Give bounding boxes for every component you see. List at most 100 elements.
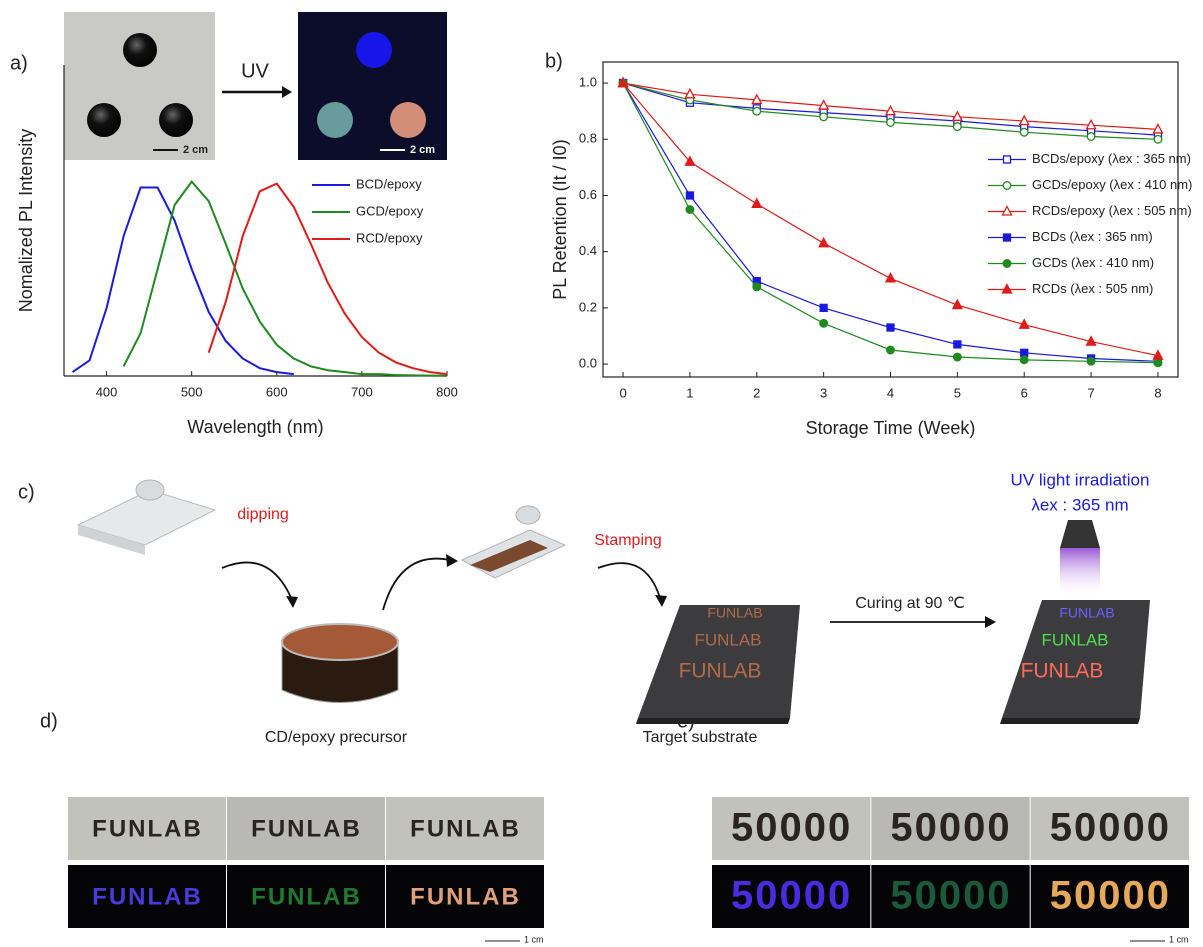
arrow [383, 559, 450, 610]
marker [954, 341, 961, 348]
x-tick-label: 3 [820, 385, 827, 400]
stamp-inked [462, 506, 565, 578]
x-tick-label: 5 [954, 385, 961, 400]
step-label: Curing at 90 ℃ [855, 595, 965, 612]
y-tick-label: 0.0 [579, 356, 597, 371]
marker [686, 192, 693, 199]
marker [1003, 182, 1011, 190]
scale-label: 2 cm [183, 144, 208, 156]
y-tick-label: 0.4 [579, 243, 597, 258]
x-tick-label: 800 [436, 384, 458, 399]
marker [1021, 349, 1028, 356]
marker [686, 206, 694, 214]
photo-text: 50000 [731, 874, 852, 918]
legend-label: BCD/epoxy [356, 176, 422, 191]
x-tick-label: 500 [181, 384, 203, 399]
uv-title: UV light irradiation [1011, 470, 1150, 489]
scale-label: 1 cm [1169, 934, 1189, 944]
marker [1020, 356, 1028, 364]
uv-wavelength: λex : 365 nm [1031, 495, 1128, 514]
marker [1154, 359, 1162, 367]
uv-lamp [1060, 520, 1100, 548]
dish [282, 624, 398, 703]
sample [123, 33, 157, 67]
marker [1087, 133, 1095, 141]
uv-light [1060, 548, 1100, 598]
y-tick-label: 1.0 [579, 75, 597, 90]
x-tick-label: 4 [887, 385, 894, 400]
stamped-text: FUNLAB [694, 630, 761, 649]
legend-label: BCDs (λex : 365 nm) [1032, 229, 1153, 244]
panel-label: d) [40, 710, 58, 732]
photo-strips: FUNLAB FUNLAB FUNLAB FUNLAB FUNLAB FUNLAB 1 cm… [68, 797, 1189, 944]
photo-text: FUNLAB [410, 883, 521, 910]
marker [752, 199, 761, 208]
photo-text: FUNLAB [251, 883, 362, 910]
arrow-head [286, 596, 298, 608]
arrow-head [655, 595, 667, 607]
legend-label: BCDs/epoxy (λex : 365 nm) [1032, 151, 1191, 166]
emitting-text: FUNLAB [1021, 660, 1104, 683]
x-axis-label: Wavelength (nm) [187, 417, 323, 437]
step-label: dipping [237, 506, 289, 523]
marker [1004, 156, 1011, 163]
scale-label: 1 cm [524, 934, 544, 944]
caption: CD/epoxy precursor [265, 729, 408, 746]
photo-text: 50000 [890, 806, 1011, 850]
marker [1020, 128, 1028, 136]
marker [820, 113, 828, 121]
marker [1087, 357, 1095, 365]
legend-label: GCD/epoxy [356, 203, 424, 218]
marker [887, 119, 895, 127]
y-tick-label: 0.2 [579, 299, 597, 314]
photo-text: 50000 [890, 874, 1011, 918]
marker [886, 273, 895, 282]
step-label: Stamping [594, 532, 662, 549]
caption: Target substrate [643, 729, 758, 746]
panel-label: a) [10, 52, 28, 74]
panel-label: b) [545, 50, 563, 72]
legend-label: GCDs (λex : 410 nm) [1032, 255, 1154, 270]
y-axis-label: PL Retention (It / I0) [550, 139, 570, 299]
arrow-label: UV [241, 60, 269, 82]
panel-label: c) [18, 481, 35, 503]
arrow-head [282, 86, 292, 98]
stamped-text: FUNLAB [679, 660, 762, 683]
marker [753, 107, 761, 115]
figure: a) b) c) d) e) 2 cm UV 2 cm dipping CD/e… [0, 0, 1203, 947]
x-tick-label: 8 [1154, 385, 1161, 400]
x-tick-label: 0 [619, 385, 626, 400]
marker [954, 353, 962, 361]
marker [1154, 135, 1162, 143]
photo-text: FUNLAB [92, 815, 203, 842]
photo-text: 50000 [1050, 806, 1171, 850]
emitting-text: FUNLAB [1041, 630, 1108, 649]
photo-text: FUNLAB [251, 815, 362, 842]
marker [887, 324, 894, 331]
stamped-text: FUNLAB [707, 605, 762, 621]
marker [753, 283, 761, 291]
marker [1004, 234, 1011, 241]
y-tick-label: 0.8 [579, 131, 597, 146]
scale-label: 2 cm [410, 144, 435, 156]
marker [1003, 207, 1012, 216]
legend-label: RCDs/epoxy (λex : 505 nm) [1032, 203, 1192, 218]
legend-label: GCDs/epoxy (λex : 410 nm) [1032, 177, 1192, 192]
series-line [73, 188, 294, 375]
marker [887, 346, 895, 354]
marker [1003, 285, 1012, 294]
sample [356, 32, 392, 68]
sample [317, 102, 353, 138]
y-tick-label: 0.6 [579, 187, 597, 202]
marker [1003, 260, 1011, 268]
sample [159, 103, 193, 137]
photo-text: FUNLAB [410, 815, 521, 842]
arrow-head [985, 616, 996, 628]
x-tick-label: 6 [1021, 385, 1028, 400]
marker [819, 238, 828, 247]
legend-label: RCDs (λex : 505 nm) [1032, 281, 1153, 296]
emitting-text: FUNLAB [1059, 605, 1114, 621]
x-tick-label: 400 [96, 384, 118, 399]
photo-text: FUNLAB [92, 883, 203, 910]
x-tick-label: 1 [686, 385, 693, 400]
